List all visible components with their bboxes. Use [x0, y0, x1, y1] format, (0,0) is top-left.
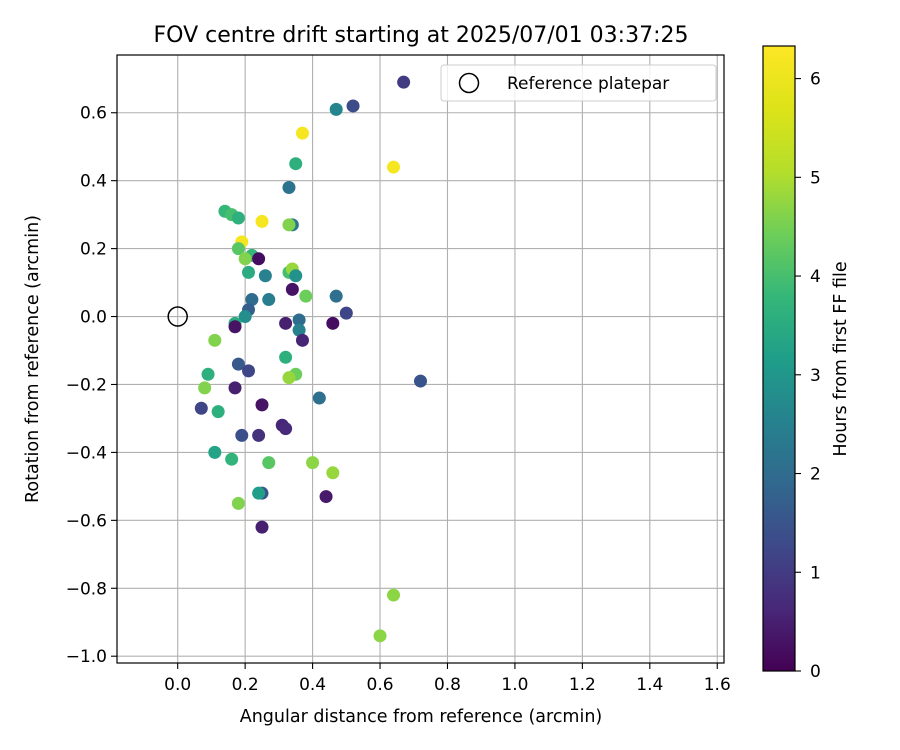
colorbar-tick-label: 5	[810, 168, 821, 188]
data-point	[255, 214, 269, 228]
data-point	[228, 381, 242, 395]
data-point	[242, 265, 256, 279]
data-point	[198, 381, 212, 395]
data-point	[289, 269, 303, 283]
colorbar-ticks: 0 1 2 3 4 5 6	[795, 70, 821, 682]
colorbar-tick-label: 3	[810, 366, 821, 386]
data-points	[194, 75, 427, 643]
data-point	[387, 160, 401, 174]
x-axis-ticks: 0.0 0.2 0.4 0.6 0.8 1.0 1.2 1.4 1.6	[164, 663, 731, 695]
colorbar	[762, 45, 796, 672]
data-point	[292, 323, 306, 337]
data-point	[326, 466, 340, 480]
data-point	[295, 126, 309, 140]
data-point	[319, 490, 333, 504]
data-point	[194, 401, 208, 415]
data-point	[262, 293, 276, 307]
data-point	[279, 350, 293, 364]
data-point	[282, 180, 296, 194]
y-tick-label: 0.2	[80, 240, 107, 260]
chart-title: FOV centre drift starting at 2025/07/01 …	[154, 23, 689, 48]
colorbar-tick-label: 2	[810, 465, 821, 485]
data-point	[387, 588, 401, 602]
data-point	[252, 252, 266, 266]
data-point	[326, 316, 340, 330]
data-point	[231, 242, 245, 256]
data-point	[295, 333, 309, 347]
colorbar-label: Hours from first FF file	[831, 261, 851, 456]
y-tick-label: −0.8	[66, 579, 107, 599]
data-point	[414, 374, 427, 388]
y-tick-label: 0.4	[80, 172, 107, 192]
data-point	[252, 486, 266, 500]
x-axis-label: Angular distance from reference (arcmin)	[240, 707, 603, 727]
y-tick-label: 0.0	[80, 308, 107, 328]
data-point	[306, 456, 320, 470]
x-tick-label: 0.6	[367, 675, 394, 695]
data-point	[373, 629, 387, 643]
reference-marker	[167, 306, 188, 327]
plot-frame	[116, 54, 725, 664]
colorbar-tick-label: 0	[810, 662, 821, 682]
y-tick-label: −0.6	[66, 511, 107, 531]
data-point	[329, 102, 343, 116]
data-point	[346, 99, 360, 113]
colorbar-tick-label: 1	[810, 563, 821, 583]
data-point	[339, 306, 353, 320]
data-point	[238, 252, 252, 266]
data-point	[279, 316, 293, 330]
colorbar-tick-label: 6	[810, 70, 821, 90]
data-point	[255, 520, 269, 534]
data-point	[252, 428, 266, 442]
data-point	[255, 398, 269, 412]
x-tick-label: 1.0	[501, 675, 528, 695]
data-point	[231, 357, 245, 371]
data-point	[312, 391, 326, 405]
y-axis-ticks: 0.6 0.4 0.2 0.0 −0.2 −0.4 −0.6 −0.8 −1.0	[66, 104, 117, 667]
data-point	[245, 293, 259, 307]
data-point	[282, 371, 296, 385]
data-point	[329, 289, 343, 303]
data-point	[285, 282, 299, 296]
data-point	[397, 75, 411, 89]
grid-lines	[117, 55, 724, 663]
legend-marker	[458, 72, 480, 94]
y-tick-label: −1.0	[66, 647, 107, 667]
data-point	[231, 211, 245, 225]
x-tick-label: 1.6	[704, 675, 731, 695]
data-point	[231, 496, 245, 510]
x-tick-label: 0.4	[299, 675, 326, 695]
colorbar-tick-label: 4	[810, 267, 821, 287]
data-point	[208, 445, 222, 459]
y-tick-label: −0.2	[66, 375, 107, 395]
data-point	[282, 218, 296, 232]
data-point	[228, 320, 242, 334]
data-point	[299, 289, 313, 303]
y-axis-label: Rotation from reference (arcmin)	[23, 215, 43, 503]
data-point	[258, 269, 272, 283]
legend: Reference platepar	[440, 64, 717, 102]
data-point	[208, 333, 222, 347]
data-point	[225, 452, 239, 466]
data-point	[292, 313, 306, 327]
x-tick-label: 0.2	[232, 675, 259, 695]
legend-label: Reference platepar	[507, 74, 669, 94]
x-tick-label: 0.8	[434, 675, 461, 695]
data-point	[238, 310, 252, 324]
data-point	[242, 364, 256, 378]
y-tick-label: 0.6	[80, 104, 107, 124]
legend-box	[440, 64, 717, 102]
x-tick-label: 0.0	[164, 675, 191, 695]
x-tick-label: 1.2	[569, 675, 596, 695]
data-point	[279, 422, 293, 436]
data-point	[235, 428, 249, 442]
data-point	[201, 367, 215, 381]
data-point	[211, 405, 225, 419]
x-tick-label: 1.4	[636, 675, 663, 695]
data-point	[262, 456, 276, 470]
data-point	[289, 157, 303, 171]
y-tick-label: −0.4	[66, 443, 107, 463]
